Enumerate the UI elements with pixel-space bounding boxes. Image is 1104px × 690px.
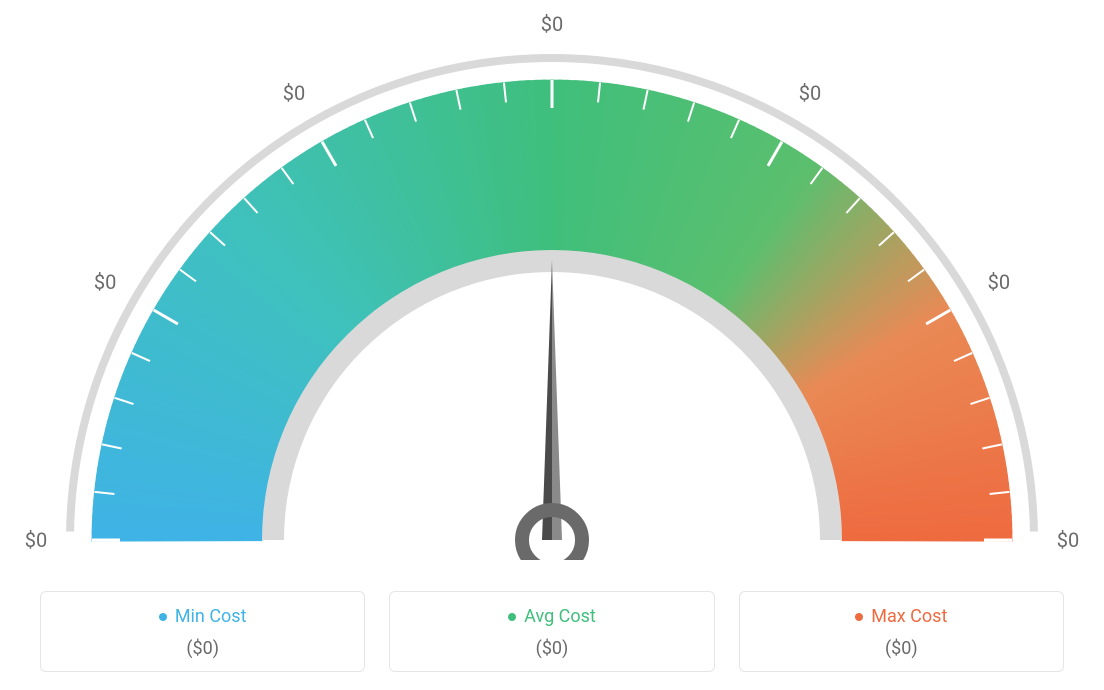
gauge-area: $0 $0 $0 $0 $0 $0 $0 xyxy=(0,0,1104,560)
gauge-scale-label: $0 xyxy=(988,270,1010,294)
legend-label-max: Max Cost xyxy=(871,608,947,626)
legend-label-min: Min Cost xyxy=(175,608,247,626)
legend-dot-min xyxy=(159,613,167,621)
gauge-scale-label: $0 xyxy=(25,528,47,552)
gauge-scale-label: $0 xyxy=(94,270,116,294)
legend-card-max: Max Cost ($0) xyxy=(739,591,1064,672)
legend-value-min: ($0) xyxy=(41,638,364,659)
gauge-scale-label: $0 xyxy=(799,81,821,105)
legend-value-avg: ($0) xyxy=(390,638,713,659)
legend-row: Min Cost ($0) Avg Cost ($0) Max Cost ($0… xyxy=(40,591,1064,672)
legend-dot-max xyxy=(855,613,863,621)
legend-title-min: Min Cost xyxy=(159,608,247,626)
legend-value-max: ($0) xyxy=(740,638,1063,659)
legend-card-avg: Avg Cost ($0) xyxy=(389,591,714,672)
cost-gauge-chart: $0 $0 $0 $0 $0 $0 $0 Min Cost ($0) Avg Cost ($… xyxy=(0,0,1104,690)
gauge-scale-label: $0 xyxy=(1057,528,1079,552)
legend-label-avg: Avg Cost xyxy=(524,608,596,626)
legend-dot-avg xyxy=(508,613,516,621)
legend-title-max: Max Cost xyxy=(855,608,947,626)
gauge-scale-label: $0 xyxy=(541,12,563,36)
legend-title-avg: Avg Cost xyxy=(508,608,596,626)
gauge-scale-label: $0 xyxy=(283,81,305,105)
legend-card-min: Min Cost ($0) xyxy=(40,591,365,672)
gauge-svg xyxy=(0,0,1104,560)
